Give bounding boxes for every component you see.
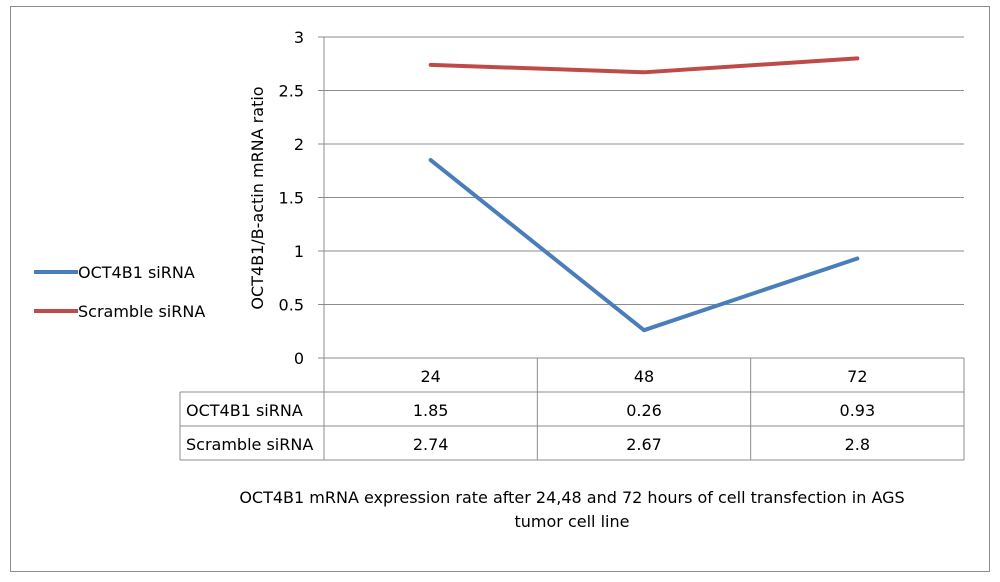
caption-line-1: OCT4B1 mRNA expression rate after 24,48 … <box>239 488 905 507</box>
legend-item-oct4b1: OCT4B1 siRNA <box>34 262 205 282</box>
caption-line-2: tumor cell line <box>514 512 630 531</box>
legend-swatch-scramble <box>34 309 78 313</box>
table-row-label: Scramble siRNA <box>186 435 313 454</box>
table-cell: 0.93 <box>840 401 876 420</box>
table-cell: 2.74 <box>413 435 449 454</box>
y-tick-label: 2.5 <box>279 82 304 101</box>
y-tick-label: 1.5 <box>279 189 304 208</box>
y-axis-label: OCT4B1/B-actin mRNA ratio <box>248 86 267 309</box>
series-line <box>428 56 860 75</box>
legend-item-scramble: Scramble siRNA <box>34 301 205 321</box>
series-line <box>428 158 860 333</box>
x-tick-label: 48 <box>634 367 654 386</box>
y-tick-label: 3 <box>294 28 304 47</box>
legend-swatch-oct4b1 <box>34 270 78 274</box>
legend-label-oct4b1: OCT4B1 siRNA <box>78 262 195 282</box>
table-row-label: OCT4B1 siRNA <box>186 401 303 420</box>
y-tick-label: 1 <box>294 242 304 261</box>
x-tick-label: 24 <box>420 367 440 386</box>
table-cell: 0.26 <box>626 401 662 420</box>
table-cell: 2.8 <box>845 435 870 454</box>
y-tick-label: 0 <box>294 349 304 368</box>
y-tick-label: 0.5 <box>279 296 304 315</box>
legend-label-scramble: Scramble siRNA <box>78 301 206 321</box>
table-cell: 2.67 <box>626 435 662 454</box>
chart-caption: OCT4B1 mRNA expression rate after 24,48 … <box>180 486 964 534</box>
table-cell: 1.85 <box>413 401 449 420</box>
chart-frame <box>10 6 990 572</box>
x-tick-label: 72 <box>847 367 867 386</box>
legend: OCT4B1 siRNA Scramble siRNA <box>34 262 205 340</box>
y-tick-label: 2 <box>294 135 304 154</box>
